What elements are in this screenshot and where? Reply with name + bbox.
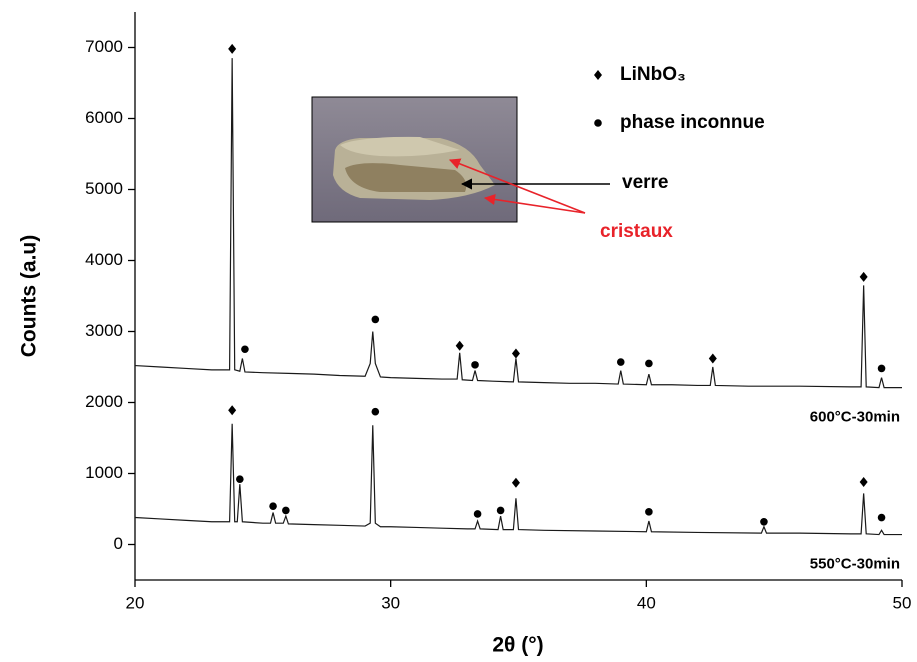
data-line (134, 423, 902, 536)
x-tick-label: 50 (893, 593, 912, 612)
arrow (483, 193, 586, 214)
marker-dot (473, 510, 482, 518)
y-tick-label: 2000 (85, 392, 123, 411)
x-axis-label: 2θ (°) (492, 634, 543, 657)
y-tick-label: 4000 (85, 250, 123, 269)
y-tick-label: 1000 (85, 463, 123, 482)
marker-diamond (511, 348, 520, 359)
marker-diamond (859, 477, 868, 488)
y-tick-label: 7000 (85, 37, 123, 56)
marker-dot (760, 517, 768, 526)
legend-marker (594, 70, 602, 80)
y-tick-label: 5000 (85, 179, 123, 198)
marker-diamond (859, 271, 868, 282)
arrow (448, 158, 586, 214)
marker-dot (371, 315, 380, 324)
x-tick-label: 20 (126, 593, 145, 612)
annotation: cristaux (600, 221, 673, 242)
marker-dot (645, 359, 653, 368)
marker-diamond (708, 353, 717, 364)
series-label: 550°C-30min (810, 556, 900, 573)
marker-dot (496, 506, 505, 515)
marker-dot (877, 513, 886, 522)
marker-diamond (511, 477, 520, 488)
marker-dot (371, 407, 380, 416)
legend-label: phase inconnue (620, 112, 765, 133)
y-tick-label: 6000 (85, 108, 123, 127)
data-line (134, 58, 902, 389)
marker-dot (645, 508, 653, 516)
y-tick-label: 3000 (85, 321, 123, 340)
marker-diamond (228, 405, 237, 416)
x-tick-label: 30 (381, 593, 400, 612)
marker-dot (236, 475, 244, 483)
series-label: 600°C-30min (810, 409, 900, 426)
annotation: verre (622, 172, 669, 193)
inset-photo (311, 96, 518, 223)
marker-diamond (228, 43, 237, 54)
legend-marker (594, 119, 602, 127)
marker-dot (241, 345, 249, 354)
legend-label: LiNbO₃ (620, 64, 686, 85)
y-axis-label: Counts (a.u) (18, 235, 41, 357)
marker-dot (471, 361, 479, 369)
marker-dot (877, 364, 886, 373)
y-tick-label: 0 (114, 534, 123, 553)
marker-diamond (455, 340, 464, 351)
marker-dot (282, 506, 290, 515)
x-tick-label: 40 (637, 593, 656, 612)
marker-dot (269, 502, 277, 510)
marker-dot (616, 358, 625, 366)
